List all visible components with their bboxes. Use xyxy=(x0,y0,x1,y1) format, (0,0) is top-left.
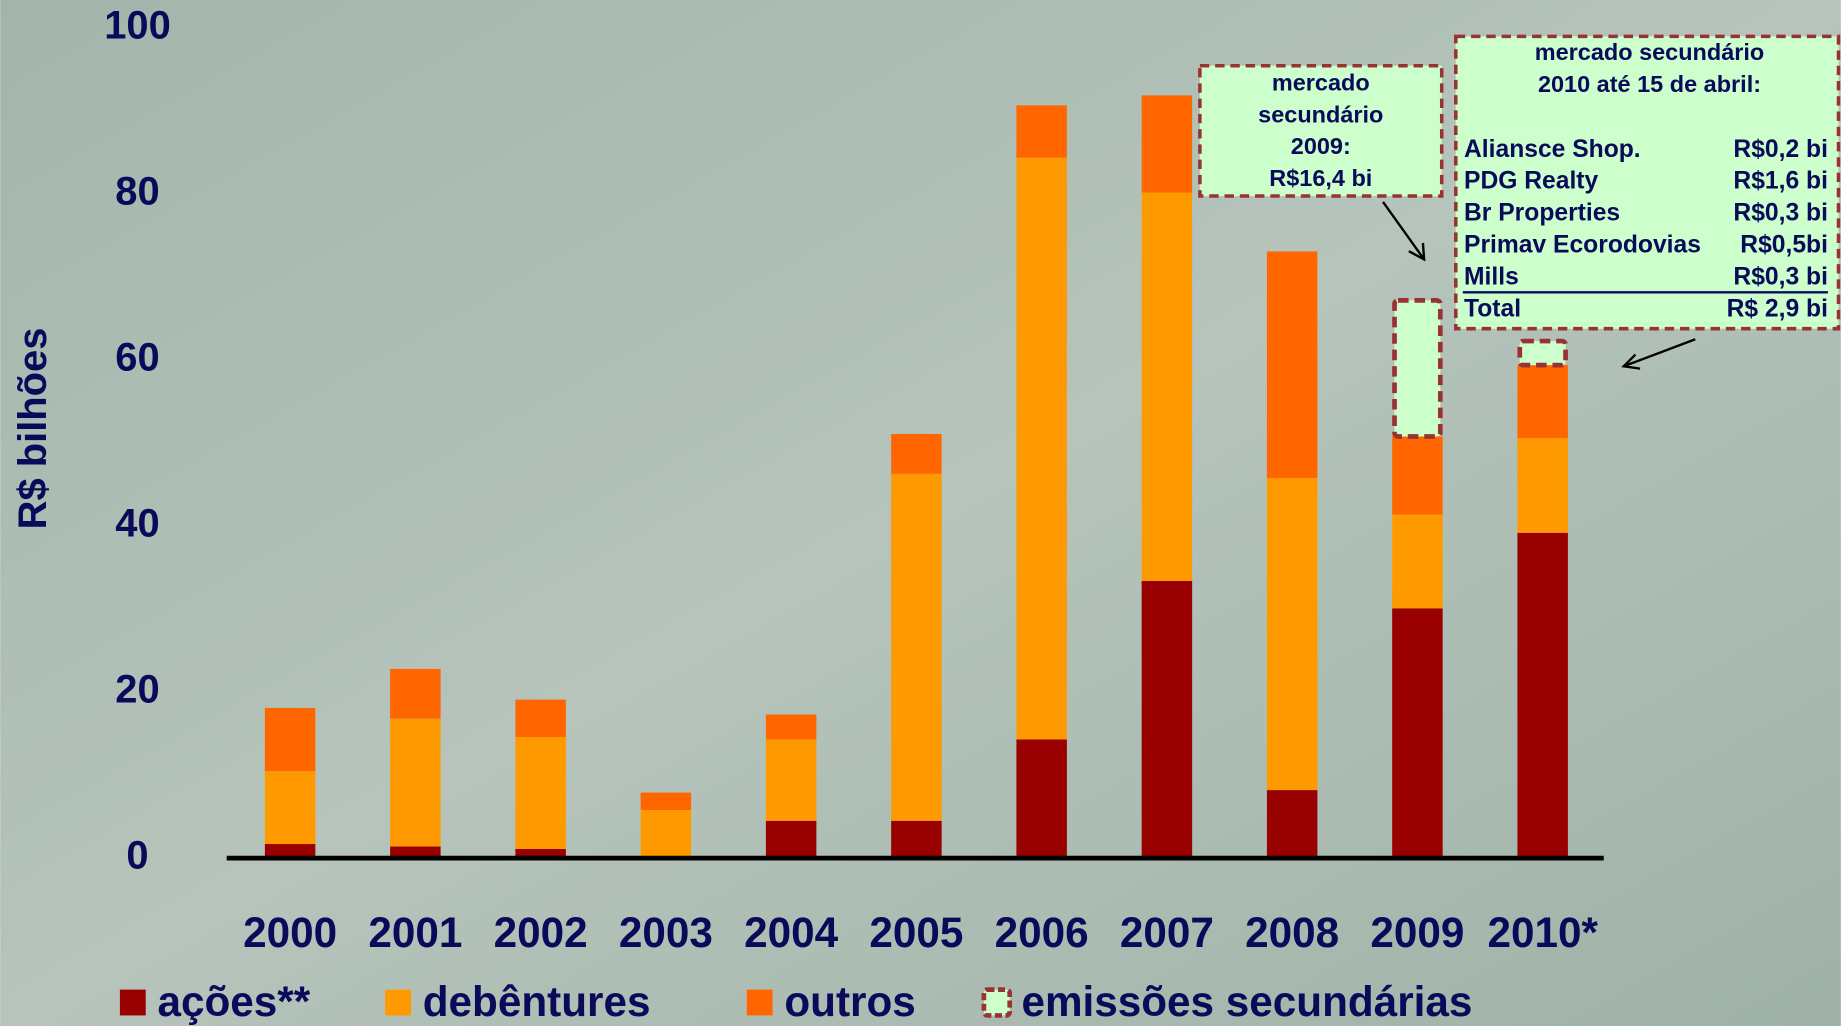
y-tick-label: 100 xyxy=(104,4,171,48)
bar-segment xyxy=(891,473,942,821)
bar-segment xyxy=(390,718,441,847)
table-value: R$0,2 bi xyxy=(1733,136,1828,163)
bar-segment xyxy=(1141,95,1193,193)
bar-segment xyxy=(765,714,817,740)
legend-swatch xyxy=(981,987,1013,1018)
x-tick-label: 2009 xyxy=(1370,909,1464,956)
bar-segment xyxy=(1392,514,1443,609)
table-name: Total xyxy=(1464,295,1521,322)
bar-segment xyxy=(515,849,566,859)
bar-segment xyxy=(640,792,692,810)
annotation-text: mercado secundário xyxy=(1535,39,1765,65)
bar-segment xyxy=(891,434,942,474)
table-name: Primav Ecorodovias xyxy=(1464,232,1701,259)
bar-segment xyxy=(1141,192,1193,581)
bar-segment xyxy=(1266,790,1318,859)
bar-segment xyxy=(1517,532,1568,859)
bar-segment xyxy=(390,668,441,719)
x-tick-label: 2010* xyxy=(1487,909,1598,956)
y-axis-label: R$ bilhões xyxy=(11,328,55,530)
legend-swatch xyxy=(746,989,773,1016)
bar-segment xyxy=(390,846,441,859)
legend-label: debêntures xyxy=(423,978,651,1025)
x-tick-label: 2003 xyxy=(619,909,713,956)
bar-segment xyxy=(1016,105,1067,158)
annotation-text: R$16,4 bi xyxy=(1269,165,1372,191)
bar-segment xyxy=(1266,251,1318,479)
x-tick-label: 2004 xyxy=(744,909,838,956)
table-name: Br Properties xyxy=(1464,200,1620,227)
legend-label: emissões secundárias xyxy=(1021,978,1472,1025)
bar-segment xyxy=(1392,436,1443,515)
bar-segment xyxy=(264,770,316,845)
annotation-text: 2009: xyxy=(1291,133,1351,159)
legend-label: outros xyxy=(784,978,915,1025)
bar-segment xyxy=(264,844,316,859)
legend-swatch xyxy=(385,989,412,1016)
arrow-head xyxy=(1408,242,1426,262)
bar-segment xyxy=(1016,739,1067,859)
arrow xyxy=(1382,201,1426,261)
arrow xyxy=(1623,338,1696,368)
bar-segment xyxy=(1517,338,1568,368)
table-name: Aliansce Shop. xyxy=(1464,136,1641,163)
annotation-box xyxy=(1198,63,1444,198)
bar-segment xyxy=(765,739,817,821)
annotation-box xyxy=(1454,34,1841,331)
arrow-head xyxy=(1621,353,1641,370)
x-tick-label: 2001 xyxy=(368,909,462,956)
x-tick-label: 2000 xyxy=(243,909,337,956)
x-tick-label: 2002 xyxy=(494,909,588,956)
annotation-text: mercado xyxy=(1272,70,1370,96)
table-value: R$0,3 bi xyxy=(1733,263,1828,290)
bar-segment xyxy=(264,707,316,771)
annotation-text: secundário xyxy=(1258,101,1383,127)
bar-segment xyxy=(515,699,566,737)
table-value: R$1,6 bi xyxy=(1733,168,1828,195)
table-value: R$0,5bi xyxy=(1740,232,1828,259)
legend-label: ações** xyxy=(157,978,310,1025)
bar-segment xyxy=(1392,298,1443,439)
y-tick-label: 0 xyxy=(126,834,148,878)
bar-segment xyxy=(1517,438,1568,533)
bar-segment xyxy=(1016,157,1067,740)
bar-segment xyxy=(515,736,566,850)
bar-segment xyxy=(1517,365,1568,439)
bar-segment xyxy=(640,809,692,859)
table-value: R$0,3 bi xyxy=(1733,200,1828,227)
bar-segment xyxy=(1141,580,1193,859)
table-value: R$ 2,9 bi xyxy=(1727,295,1828,322)
x-tick-label: 2005 xyxy=(869,909,963,956)
y-tick-label: 60 xyxy=(115,336,159,380)
y-tick-label: 20 xyxy=(115,668,159,712)
x-tick-label: 2006 xyxy=(995,909,1089,956)
bar-segment xyxy=(1392,608,1443,859)
bar-segment xyxy=(765,820,817,859)
y-tick-label: 40 xyxy=(115,502,159,546)
legend-swatch xyxy=(119,989,146,1016)
x-tick-label: 2008 xyxy=(1245,909,1339,956)
y-tick-label: 80 xyxy=(115,170,159,214)
table-name: Mills xyxy=(1464,263,1519,290)
bar-segment xyxy=(1266,478,1318,791)
x-tick-label: 2007 xyxy=(1120,909,1214,956)
annotation-text: 2010 até 15 de abril: xyxy=(1538,71,1761,97)
table-name: PDG Realty xyxy=(1464,168,1598,195)
bar-segment xyxy=(891,820,942,859)
